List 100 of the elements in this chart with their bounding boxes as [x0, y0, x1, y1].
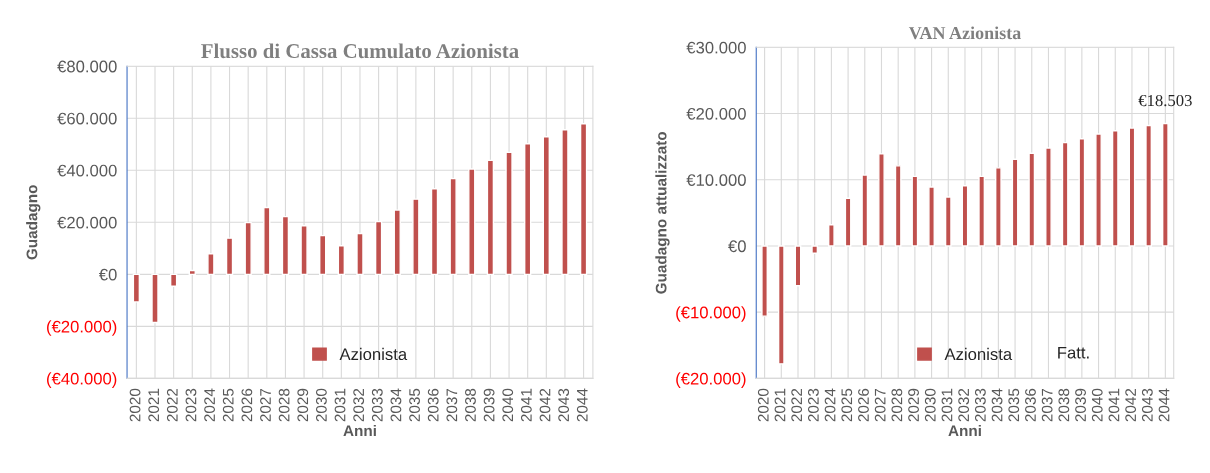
bar	[281, 215, 290, 276]
x-tick-label: 2035	[409, 388, 420, 422]
x-tick-label: 2040	[1091, 388, 1103, 422]
bar	[468, 168, 476, 276]
y-tick-label: €80.000	[57, 60, 117, 73]
bar	[188, 269, 196, 276]
bar	[1045, 147, 1052, 247]
y-tick-label: €0	[728, 240, 746, 253]
x-axis-title: Anni	[343, 424, 376, 436]
bar	[878, 153, 885, 247]
bar	[844, 197, 852, 247]
x-tick-label: 2041	[520, 388, 532, 422]
bar	[393, 209, 401, 276]
y-tick-label: €20.000	[686, 107, 746, 120]
bar	[225, 237, 234, 276]
bar	[263, 206, 271, 276]
y-tick-label: (€20.000)	[676, 372, 746, 388]
x-tick-label: 2026	[858, 388, 869, 422]
x-tick-label: 2039	[483, 388, 495, 422]
x-tick-label: 2024	[204, 388, 215, 422]
bar	[1128, 127, 1136, 247]
x-tick-label: 2029	[908, 388, 919, 422]
bar	[412, 198, 420, 276]
x-tick-label: 2042	[1125, 388, 1137, 422]
y-tick-label: €0	[98, 268, 117, 281]
bar	[1095, 133, 1102, 247]
bar	[449, 177, 457, 276]
bar	[828, 224, 835, 247]
x-tick-label: 2037	[446, 388, 458, 422]
x-tick-label: 2035	[1008, 388, 1020, 422]
y-axis-title: Guadagno	[26, 185, 41, 260]
x-tick-label: 2022	[791, 388, 803, 422]
bar	[169, 273, 178, 288]
x-tick-label: 2038	[1058, 388, 1070, 422]
bar	[579, 123, 588, 276]
chart-title: VAN Azionista	[908, 26, 1021, 40]
bar	[1078, 137, 1086, 247]
x-tick-label: 2038	[465, 388, 476, 422]
bar	[207, 253, 215, 276]
y-tick-label: €20.000	[57, 216, 117, 229]
bar	[1145, 124, 1153, 247]
y-tick-label: €30.000	[686, 41, 746, 54]
x-tick-label: 2020	[129, 388, 141, 422]
annotation: Fatt.	[1058, 346, 1089, 359]
x-tick-label: 2033	[974, 388, 986, 422]
bar	[300, 224, 308, 276]
x-tick-label: 2024	[824, 388, 836, 422]
x-axis-title: Anni	[948, 424, 981, 436]
bar	[777, 245, 785, 365]
legend-label: Azionista	[944, 347, 1013, 361]
x-tick-label: 2032	[958, 388, 970, 422]
bar	[337, 245, 346, 276]
x-tick-label: 2032	[353, 388, 365, 422]
x-tick-label: 2028	[891, 388, 903, 422]
x-tick-label: 2020	[757, 388, 769, 422]
x-tick-label: 2026	[241, 388, 253, 422]
x-tick-label: 2036	[427, 388, 439, 422]
x-tick-label: 2030	[924, 388, 936, 422]
x-tick-label: 2043	[558, 388, 570, 422]
y-tick-label: €40.000	[57, 164, 117, 177]
y-axis-title: Guadagno attualizzato	[655, 131, 670, 294]
bar	[944, 196, 952, 247]
bar	[356, 232, 364, 276]
y-tick-label: (€40.000)	[47, 372, 117, 388]
bar	[561, 129, 569, 276]
data-label: €18.503	[1138, 94, 1192, 107]
x-tick-label: 2023	[185, 388, 197, 422]
x-tick-label: 2034	[390, 388, 402, 422]
bar	[928, 186, 935, 247]
x-tick-label: 2029	[297, 388, 309, 422]
x-tick-label: 2043	[1141, 388, 1153, 422]
x-tick-label: 2028	[278, 388, 290, 422]
x-tick-label: 2022	[166, 388, 178, 422]
x-tick-label: 2037	[1041, 388, 1053, 422]
bar	[430, 188, 439, 276]
bar	[1028, 152, 1036, 247]
y-tick-label: €10.000	[686, 174, 746, 186]
x-tick-label: 2027	[874, 388, 886, 422]
bar	[761, 245, 768, 317]
x-tick-label: 2031	[941, 388, 953, 422]
x-tick-label: 2036	[1025, 388, 1036, 422]
bar	[894, 165, 902, 247]
x-tick-label: 2034	[991, 388, 1003, 422]
bar	[244, 221, 252, 276]
x-tick-label: 2031	[334, 388, 346, 422]
bar	[132, 273, 141, 303]
x-tick-label: 2021	[774, 388, 786, 422]
x-tick-label: 2040	[502, 388, 514, 422]
bar	[1061, 141, 1069, 247]
bar	[524, 143, 532, 276]
bar	[978, 175, 986, 247]
bar	[1161, 122, 1169, 247]
bar	[995, 167, 1002, 247]
x-tick-label: 2023	[807, 388, 819, 422]
bar	[811, 245, 819, 254]
bar	[542, 136, 550, 276]
bar	[486, 159, 495, 276]
y-tick-label: €60.000	[57, 112, 117, 125]
x-tick-label: 2033	[371, 388, 383, 422]
bar	[961, 185, 969, 247]
